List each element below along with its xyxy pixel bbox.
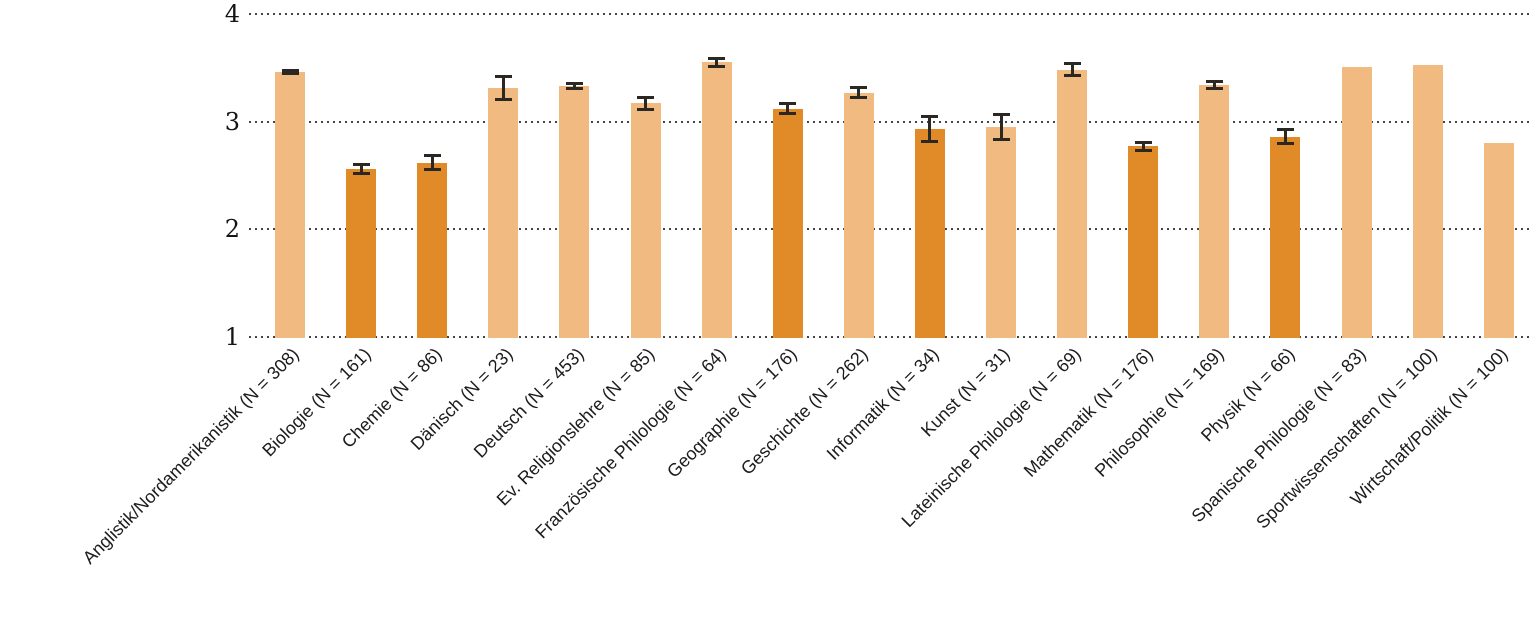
error-bar-line bbox=[572, 84, 576, 88]
error-bar bbox=[1205, 79, 1223, 91]
bar bbox=[1199, 84, 1230, 338]
bar bbox=[417, 162, 448, 338]
bar bbox=[1128, 146, 1159, 338]
bar bbox=[275, 72, 305, 338]
error-bar bbox=[494, 75, 512, 102]
bar bbox=[488, 88, 519, 338]
error-bar-line bbox=[1141, 143, 1145, 149]
x-axis-category-label: Geschichte (N = 262) bbox=[737, 343, 872, 479]
error-bar bbox=[921, 115, 939, 144]
bar bbox=[559, 86, 590, 338]
bar bbox=[772, 108, 803, 338]
bar bbox=[701, 62, 732, 338]
bar bbox=[914, 129, 945, 338]
bar bbox=[1412, 64, 1443, 338]
error-bar-line bbox=[430, 156, 434, 169]
error-bar bbox=[423, 153, 441, 172]
bar bbox=[630, 103, 661, 338]
error-bar-line bbox=[999, 115, 1003, 138]
y-axis-tick-label: 1 bbox=[224, 323, 240, 351]
x-axis-category-label: Mathematik (N = 176) bbox=[1019, 343, 1157, 481]
x-axis-category-label: Geographie (N = 176) bbox=[663, 343, 801, 482]
gridline bbox=[249, 336, 1529, 338]
error-bar-line bbox=[857, 89, 861, 96]
error-bar-line bbox=[501, 78, 505, 99]
error-bar bbox=[708, 56, 726, 68]
gridline bbox=[249, 120, 1529, 123]
error-bar bbox=[281, 68, 299, 76]
error-bar bbox=[1063, 62, 1081, 78]
y-axis-tick-label: 3 bbox=[224, 107, 240, 136]
error-bar-line bbox=[1283, 131, 1287, 143]
error-bar-line bbox=[1212, 82, 1216, 88]
bar bbox=[346, 168, 377, 338]
bar bbox=[1483, 143, 1514, 338]
bar bbox=[1270, 136, 1301, 338]
y-axis-tick-label: 4 bbox=[224, 0, 240, 28]
error-bar-line bbox=[644, 98, 647, 108]
error-bar bbox=[1134, 140, 1152, 152]
error-bar bbox=[352, 162, 370, 176]
y-axis-tick-label: 2 bbox=[224, 215, 240, 244]
error-bar bbox=[992, 112, 1010, 141]
gridline bbox=[249, 228, 1529, 231]
error-bar-line bbox=[359, 165, 363, 173]
error-bar-line bbox=[928, 118, 932, 141]
bar bbox=[1341, 66, 1372, 338]
bar bbox=[1057, 69, 1088, 338]
x-axis-category-label: Philosophie (N = 169) bbox=[1090, 343, 1228, 481]
bar bbox=[986, 126, 1016, 338]
error-bar bbox=[1276, 128, 1294, 146]
error-bar-line bbox=[1070, 65, 1074, 75]
error-bar bbox=[565, 81, 583, 91]
error-bar-line bbox=[786, 105, 790, 113]
gridline bbox=[249, 12, 1529, 15]
error-bar bbox=[637, 95, 654, 111]
error-bar-line bbox=[715, 59, 719, 65]
bar bbox=[843, 92, 874, 338]
error-bar bbox=[779, 102, 797, 116]
error-bar bbox=[850, 86, 868, 99]
